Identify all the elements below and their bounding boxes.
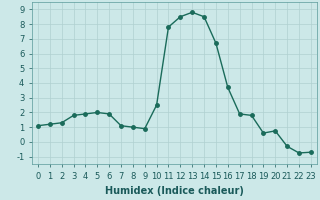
X-axis label: Humidex (Indice chaleur): Humidex (Indice chaleur)	[105, 186, 244, 196]
